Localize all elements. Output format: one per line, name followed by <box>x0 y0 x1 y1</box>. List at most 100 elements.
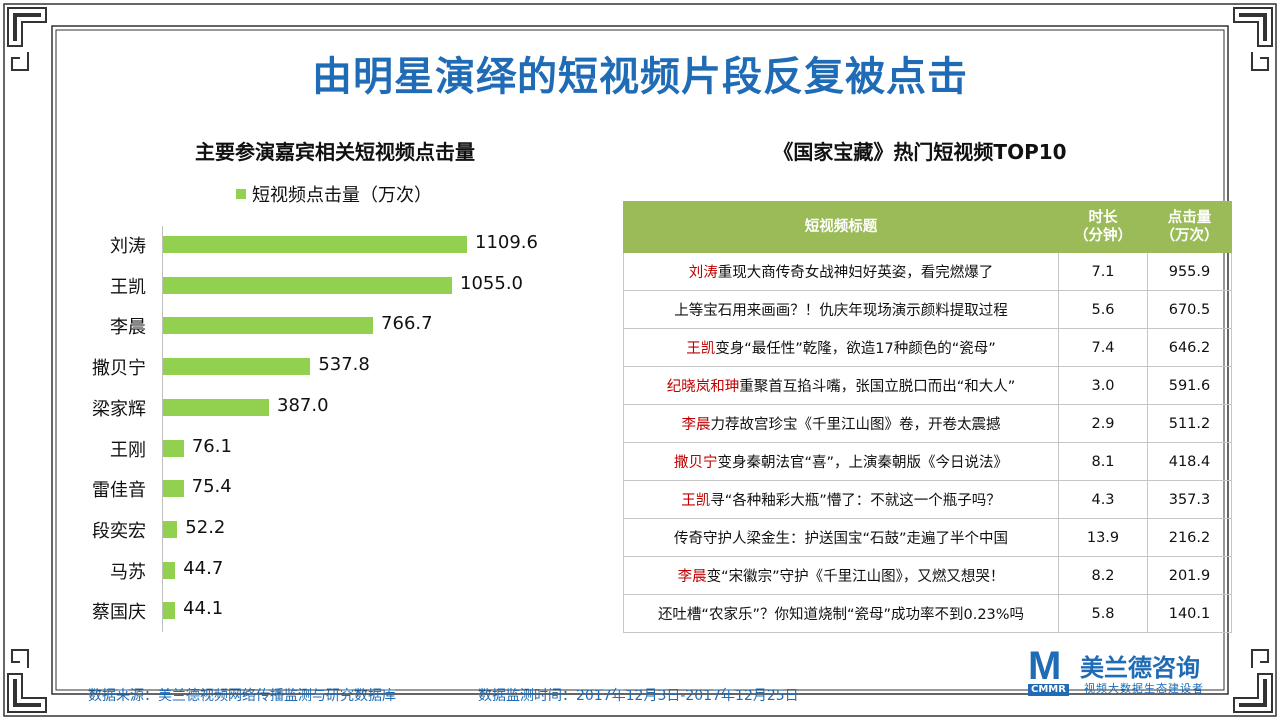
highlight-name: 王凯 <box>686 341 716 357</box>
table-body: 刘涛重现大商传奇女战神妇好英姿，看完燃爆了 7.1 955.9 上等宝石用来画画？！仇… <box>623 252 1232 633</box>
video-title-text: 寻“各种釉彩大瓶”懵了：不就这一个瓶子吗？ <box>710 493 1001 509</box>
bar-category-label: 李晨 <box>110 317 146 339</box>
highlight-name: 李晨 <box>681 417 711 433</box>
video-title-text: 变“宋徽宗”守护《千里江山图》，又燃又想哭！ <box>706 569 1005 585</box>
clicks-cell: 216.2 <box>1147 518 1232 557</box>
bar <box>163 561 176 579</box>
bar <box>163 398 270 416</box>
bar-category-label: 梁家辉 <box>92 398 146 420</box>
bar-category-label: 撒贝宁 <box>92 358 146 380</box>
table-row: 王凯寻“各种釉彩大瓶”懵了：不就这一个瓶子吗？ 4.3 357.3 <box>623 480 1232 519</box>
clicks-cell: 140.1 <box>1147 594 1232 633</box>
table-row: 刘涛重现大商传奇女战神妇好英姿，看完燃爆了 7.1 955.9 <box>623 252 1232 291</box>
video-title-cell: 还吐槽“农家乐”？你知道烧制“瓷母”成功率不到0.23%吗 <box>623 594 1059 633</box>
video-title-text: 上等宝石用来画画？！仇庆年现场演示颜料提取过程 <box>674 303 1008 319</box>
bar-category-label: 马苏 <box>110 561 146 583</box>
bar-category-label: 王凯 <box>110 276 146 298</box>
clicks-cell: 511.2 <box>1147 404 1232 443</box>
header-clicks-line2: （万次） <box>1160 228 1219 244</box>
table-row: 李晨力荐故宫珍宝《千里江山图》卷，开卷太震撼 2.9 511.2 <box>623 404 1232 443</box>
bar-category-label: 刘涛 <box>110 236 146 257</box>
legend-label: 短视频点击量（万次） <box>252 185 432 206</box>
legend-swatch <box>236 189 246 199</box>
video-title-cell: 纪晓岚和珅重聚首互掐斗嘴，张国立脱口而出“和大人” <box>623 366 1059 405</box>
top10-table: 短视频标题 时长 （分钟） 点击量 （万次） 刘涛重现大商传奇女战神妇好英姿，看… <box>623 201 1232 633</box>
video-title-text: 重现大商传奇女战神妇好英姿，看完燃爆了 <box>717 265 994 281</box>
bar <box>163 358 311 376</box>
cmmr-logo: M CMMR 美兰德咨询 视频大数据生态建设者 <box>1028 646 1238 696</box>
video-title-text: 变身秦朝法官“喜”，上演秦朝版《今日说法》 <box>717 455 1009 471</box>
video-title-text: 力荐故宫珍宝《千里江山图》卷，开卷太震撼 <box>710 417 1001 433</box>
table-row: 撒贝宁变身秦朝法官“喜”，上演秦朝版《今日说法》 8.1 418.4 <box>623 442 1232 481</box>
bar <box>163 602 176 620</box>
duration-cell: 3.0 <box>1058 366 1148 405</box>
video-title-cell: 李晨力荐故宫珍宝《千里江山图》卷，开卷太震撼 <box>623 404 1059 443</box>
duration-cell: 13.9 <box>1058 518 1148 557</box>
video-title-cell: 传奇守护人梁金生：护送国宝“石鼓”走遍了半个中国 <box>623 518 1059 557</box>
logo-name: 美兰德咨询 <box>1080 654 1200 682</box>
table-row: 还吐槽“农家乐”？你知道烧制“瓷母”成功率不到0.23%吗 5.8 140.1 <box>623 594 1232 633</box>
clicks-cell: 591.6 <box>1147 366 1232 405</box>
clicks-cell: 418.4 <box>1147 442 1232 481</box>
video-title-text: 变身“最任性”乾隆，欲造17种颜色的“瓷母” <box>715 341 996 357</box>
header-duration: 时长 （分钟） <box>1058 201 1148 253</box>
video-title-text: 重聚首互掐斗嘴，张国立脱口而出“和大人” <box>739 379 1016 395</box>
header-clicks-line1: 点击量 <box>1167 210 1212 226</box>
header-clicks: 点击量 （万次） <box>1147 201 1232 253</box>
table-header-row: 短视频标题 时长 （分钟） 点击量 （万次） <box>623 201 1232 253</box>
bar-value-label: 75.4 <box>191 476 232 498</box>
video-title-cell: 王凯寻“各种釉彩大瓶”懵了：不就这一个瓶子吗？ <box>623 480 1059 519</box>
footer-source: 数据来源：美兰德视频网络传播监测与研究数据库 <box>88 688 396 704</box>
bar-value-label: 1109.6 <box>475 232 538 253</box>
bar-category-label: 段奕宏 <box>92 520 146 542</box>
bar-category-label: 雷佳音 <box>92 480 146 502</box>
duration-cell: 7.4 <box>1058 328 1148 367</box>
bar-category-label: 蔡国庆 <box>92 602 146 624</box>
clicks-cell: 955.9 <box>1147 252 1232 291</box>
bar <box>163 439 184 457</box>
logo-mark: M <box>1028 644 1062 688</box>
bar-value-label: 1055.0 <box>460 272 524 294</box>
highlight-name: 撒贝宁 <box>673 455 718 471</box>
bar-value-label: 387.0 <box>277 394 329 416</box>
chart-title: 主要参演嘉宾相关短视频点击量 <box>195 140 475 164</box>
duration-cell: 7.1 <box>1058 252 1148 291</box>
header-title: 短视频标题 <box>623 201 1059 253</box>
table-row: 传奇守护人梁金生：护送国宝“石鼓”走遍了半个中国 13.9 216.2 <box>623 518 1232 557</box>
table-title: 《国家宝藏》热门短视频TOP10 <box>773 140 1067 164</box>
bar-value-label: 537.8 <box>318 354 370 376</box>
clicks-cell: 670.5 <box>1147 290 1232 329</box>
video-title-text: 传奇守护人梁金生：护送国宝“石鼓”走遍了半个中国 <box>673 531 1009 547</box>
duration-cell: 5.8 <box>1058 594 1148 633</box>
bar <box>163 520 178 538</box>
clicks-cell: 646.2 <box>1147 328 1232 367</box>
page-title: 由明星演绎的短视频片段反复被点击 <box>312 54 968 100</box>
table-row: 李晨变“宋徽宗”守护《千里江山图》，又燃又想哭！ 8.2 201.9 <box>623 556 1232 595</box>
duration-cell: 8.2 <box>1058 556 1148 595</box>
duration-cell: 8.1 <box>1058 442 1148 481</box>
duration-cell: 5.6 <box>1058 290 1148 329</box>
chart-legend: 短视频点击量（万次） <box>236 181 432 207</box>
highlight-name: 刘涛 <box>688 265 718 281</box>
bar-value-label: 766.7 <box>381 313 433 335</box>
bar <box>163 317 374 335</box>
logo-abbr: CMMR <box>1028 684 1069 696</box>
bar-category-label: 王刚 <box>110 439 146 461</box>
bar-value-label: 52.2 <box>185 516 226 538</box>
bar <box>163 236 467 253</box>
header-duration-line1: 时长 <box>1088 210 1118 226</box>
duration-cell: 4.3 <box>1058 480 1148 519</box>
table-row: 上等宝石用来画画？！仇庆年现场演示颜料提取过程 5.6 670.5 <box>623 290 1232 329</box>
footer-period: 数据监测时间：2017年12月3日-2017年12月25日 <box>478 688 799 704</box>
header-duration-line2: （分钟） <box>1074 228 1132 244</box>
clicks-cell: 201.9 <box>1147 556 1232 595</box>
video-title-cell: 王凯变身“最任性”乾隆，欲造17种颜色的“瓷母” <box>623 328 1059 367</box>
video-title-cell: 上等宝石用来画画？！仇庆年现场演示颜料提取过程 <box>623 290 1059 329</box>
clicks-cell: 357.3 <box>1147 480 1232 519</box>
duration-cell: 2.9 <box>1058 404 1148 443</box>
video-title-cell: 刘涛重现大商传奇女战神妇好英姿，看完燃爆了 <box>623 252 1059 291</box>
highlight-name: 纪晓岚和珅 <box>666 379 740 395</box>
bar-value-label: 44.1 <box>183 598 224 620</box>
video-title-text: 还吐槽“农家乐”？你知道烧制“瓷母”成功率不到0.23%吗 <box>657 607 1025 623</box>
bar <box>163 480 184 498</box>
